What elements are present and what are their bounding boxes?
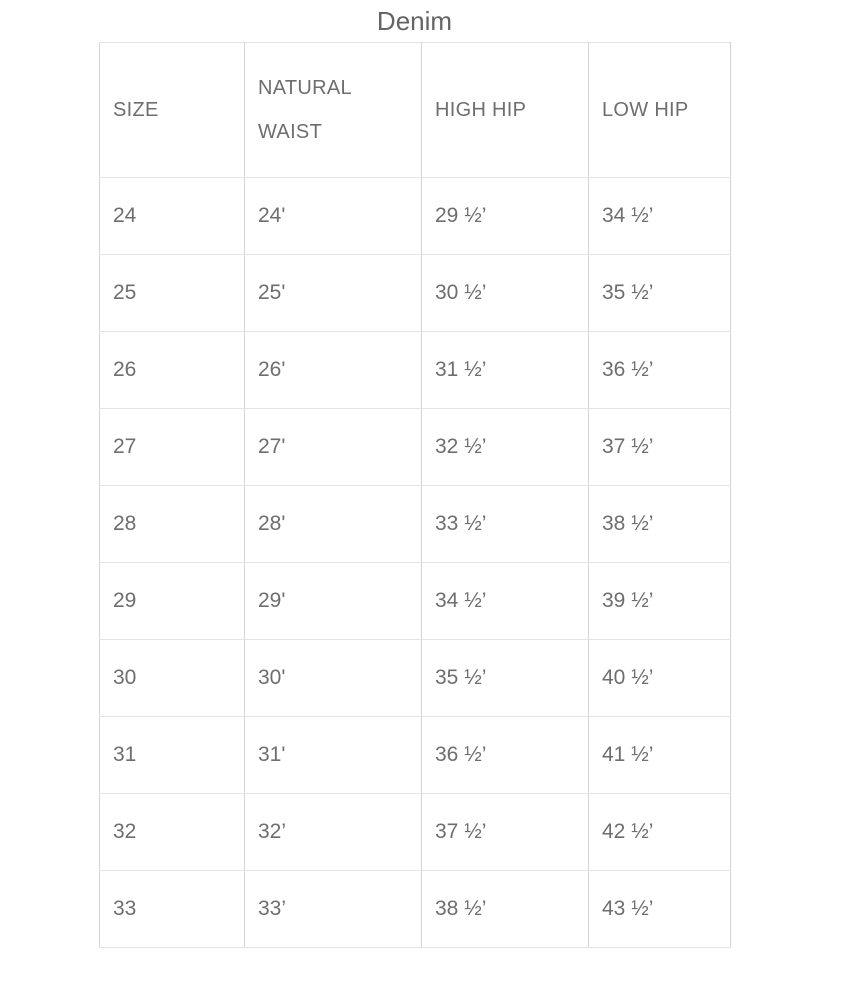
table-cell-low-hip: 37 ½’: [588, 408, 731, 486]
table-row: 31 31' 36 ½’ 41 ½’: [99, 716, 731, 794]
table-cell-size: 26: [99, 331, 245, 409]
table-cell-size: 29: [99, 562, 245, 640]
table-row: 33 33’ 38 ½’ 43 ½’: [99, 870, 731, 948]
table-row: 25 25' 30 ½’ 35 ½’: [99, 254, 731, 332]
column-header-high-hip: HIGH HIP: [421, 42, 589, 178]
table-cell-low-hip: 36 ½’: [588, 331, 731, 409]
table-row: 26 26' 31 ½’ 36 ½’: [99, 331, 731, 409]
table-cell-natural-waist: 25': [244, 254, 422, 332]
table-row: 30 30' 35 ½’ 40 ½’: [99, 639, 731, 717]
table-cell-low-hip: 35 ½’: [588, 254, 731, 332]
table-row: 28 28' 33 ½’ 38 ½’: [99, 485, 731, 563]
table-cell-high-hip: 31 ½’: [421, 331, 589, 409]
table-row: 29 29' 34 ½’ 39 ½’: [99, 562, 731, 640]
table-cell-high-hip: 29 ½’: [421, 177, 589, 255]
table-cell-low-hip: 34 ½’: [588, 177, 731, 255]
table-cell-high-hip: 30 ½’: [421, 254, 589, 332]
table-cell-high-hip: 35 ½’: [421, 639, 589, 717]
size-chart-table: SIZE NATURAL WAIST HIGH HIP LOW HIP 24 24…: [99, 42, 731, 948]
table-cell-low-hip: 43 ½’: [588, 870, 731, 948]
table-cell-natural-waist: 30': [244, 639, 422, 717]
table-row: 32 32’ 37 ½’ 42 ½’: [99, 793, 731, 871]
table-cell-size: 25: [99, 254, 245, 332]
table-cell-size: 28: [99, 485, 245, 563]
table-cell-natural-waist: 29': [244, 562, 422, 640]
table-cell-low-hip: 38 ½’: [588, 485, 731, 563]
table-row: 24 24' 29 ½’ 34 ½’: [99, 177, 731, 255]
table-cell-high-hip: 33 ½’: [421, 485, 589, 563]
table-cell-natural-waist: 32’: [244, 793, 422, 871]
table-cell-size: 27: [99, 408, 245, 486]
table-cell-size: 32: [99, 793, 245, 871]
column-header-natural-waist: NATURAL WAIST: [244, 42, 422, 178]
table-cell-natural-waist: 33’: [244, 870, 422, 948]
table-cell-high-hip: 37 ½’: [421, 793, 589, 871]
table-cell-size: 33: [99, 870, 245, 948]
table-cell-natural-waist: 26': [244, 331, 422, 409]
table-cell-high-hip: 34 ½’: [421, 562, 589, 640]
header-row: SIZE NATURAL WAIST HIGH HIP LOW HIP: [99, 42, 731, 178]
table-cell-natural-waist: 28': [244, 485, 422, 563]
table-cell-size: 24: [99, 177, 245, 255]
table-cell-natural-waist: 31': [244, 716, 422, 794]
column-header-low-hip: LOW HIP: [588, 42, 731, 178]
table-cell-low-hip: 39 ½’: [588, 562, 731, 640]
table-cell-high-hip: 32 ½’: [421, 408, 589, 486]
table-cell-low-hip: 41 ½’: [588, 716, 731, 794]
table-body: 24 24' 29 ½’ 34 ½’ 25 25' 30 ½’ 35 ½’ 26 26' 31 ½’…: [99, 177, 731, 948]
table-cell-low-hip: 42 ½’: [588, 793, 731, 871]
chart-title: Denim: [376, 6, 453, 36]
column-header-size: SIZE: [99, 42, 245, 178]
table-cell-size: 31: [99, 716, 245, 794]
table-cell-low-hip: 40 ½’: [588, 639, 731, 717]
table-header: SIZE NATURAL WAIST HIGH HIP LOW HIP: [99, 42, 731, 178]
table-cell-natural-waist: 24': [244, 177, 422, 255]
table-row: 27 27' 32 ½’ 37 ½’: [99, 408, 731, 486]
table-cell-natural-waist: 27': [244, 408, 422, 486]
table-cell-high-hip: 36 ½’: [421, 716, 589, 794]
table-cell-high-hip: 38 ½’: [421, 870, 589, 948]
size-guide-content: Denim SIZE NATURAL WAIST HIGH HIP LOW HI…: [99, 0, 731, 948]
table-cell-size: 30: [99, 639, 245, 717]
